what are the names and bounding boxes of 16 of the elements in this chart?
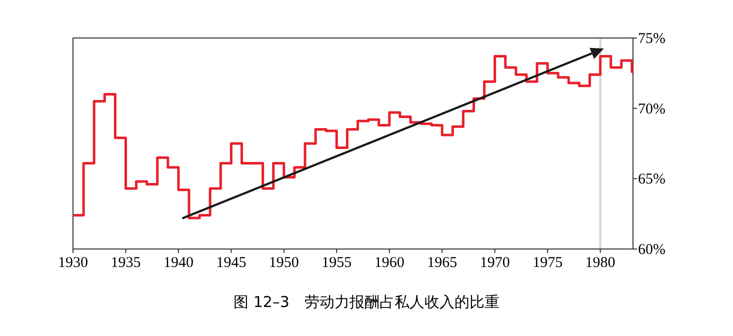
x-tick-label: 1960 xyxy=(374,255,404,271)
y-tick-label: 60% xyxy=(638,242,666,258)
text: 图 12–3 劳动力报酬占私人收入的比重 xyxy=(234,293,500,311)
x-tick-label: 1965 xyxy=(427,255,458,271)
x-tick-label: 1930 xyxy=(58,255,88,271)
x-tick-label: 1955 xyxy=(322,255,352,271)
x-tick-label: 1935 xyxy=(110,255,141,271)
x-tick-label: 1970 xyxy=(480,255,510,271)
x-tick-label: 1945 xyxy=(216,255,246,271)
x-tick-label: 1950 xyxy=(268,255,299,271)
y-tick-label: 75% xyxy=(638,31,666,47)
y-tick-label: 65% xyxy=(638,172,666,188)
x-tick-label: 1940 xyxy=(163,255,194,271)
x-tick-label: 1975 xyxy=(532,255,563,271)
y-tick-label: 70% xyxy=(638,101,666,118)
x-tick-label: 1980 xyxy=(585,255,616,271)
